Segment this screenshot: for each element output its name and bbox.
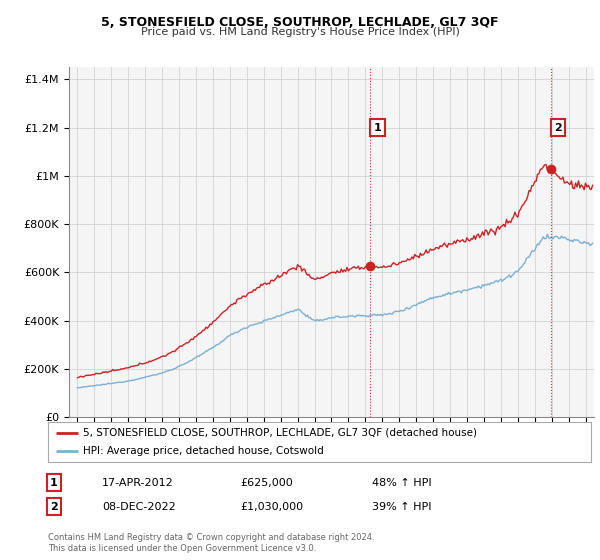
- Text: 5, STONESFIELD CLOSE, SOUTHROP, LECHLADE, GL7 3QF (detached house): 5, STONESFIELD CLOSE, SOUTHROP, LECHLADE…: [83, 428, 477, 437]
- Text: 1: 1: [374, 123, 382, 133]
- Text: 2: 2: [50, 502, 58, 512]
- Text: 48% ↑ HPI: 48% ↑ HPI: [372, 478, 431, 488]
- Text: 39% ↑ HPI: 39% ↑ HPI: [372, 502, 431, 512]
- Text: HPI: Average price, detached house, Cotswold: HPI: Average price, detached house, Cots…: [83, 446, 324, 456]
- Text: Contains HM Land Registry data © Crown copyright and database right 2024.
This d: Contains HM Land Registry data © Crown c…: [48, 533, 374, 553]
- Text: £1,030,000: £1,030,000: [240, 502, 303, 512]
- Text: Price paid vs. HM Land Registry's House Price Index (HPI): Price paid vs. HM Land Registry's House …: [140, 27, 460, 37]
- Text: £625,000: £625,000: [240, 478, 293, 488]
- Text: 2: 2: [554, 123, 562, 133]
- Text: 1: 1: [50, 478, 58, 488]
- Text: 17-APR-2012: 17-APR-2012: [102, 478, 174, 488]
- Text: 5, STONESFIELD CLOSE, SOUTHROP, LECHLADE, GL7 3QF: 5, STONESFIELD CLOSE, SOUTHROP, LECHLADE…: [101, 16, 499, 29]
- Text: 08-DEC-2022: 08-DEC-2022: [102, 502, 176, 512]
